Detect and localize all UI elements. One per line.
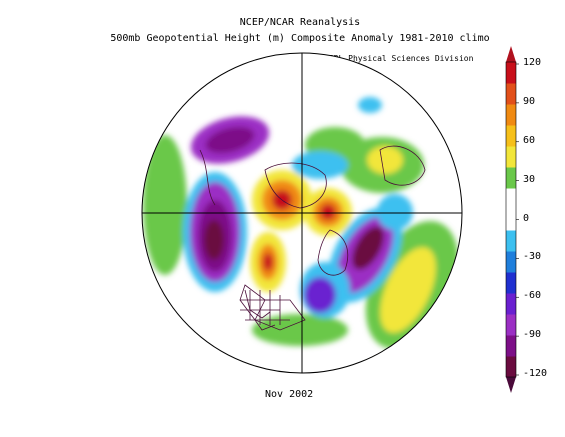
colorbar-tick-label: -90 xyxy=(523,329,542,341)
colorbar-swatch xyxy=(506,62,516,84)
colorbar-swatch xyxy=(506,167,516,189)
colorbar-tick-label: 30 xyxy=(523,173,536,185)
colorbar-tick-label: -120 xyxy=(523,368,548,379)
map-subtitle: 500mb Geopotential Height (m) Composite … xyxy=(110,33,490,44)
colorbar-swatch xyxy=(506,251,516,273)
colorbar-tick-label: 0 xyxy=(523,212,530,224)
colorbar-swatch xyxy=(506,335,516,357)
colorbar-tick-label: 60 xyxy=(523,134,536,146)
map-title: NCEP/NCAR Reanalysis xyxy=(239,17,361,28)
colorbar-tick-label: 120 xyxy=(523,57,542,68)
colorbar-swatch xyxy=(506,83,516,105)
colorbar-swatch xyxy=(506,272,516,294)
colorbar-top-arrow xyxy=(506,46,516,62)
colorbar-swatch xyxy=(506,146,516,168)
credit-text: NOAA/ESRL Physical Sciences Division xyxy=(300,54,474,63)
colorbar-tick-label: -30 xyxy=(523,251,542,263)
colorbar-tick-label: -60 xyxy=(523,290,542,302)
colorbar-bottom-arrow xyxy=(506,377,516,393)
colorbar-swatch xyxy=(506,209,516,231)
coastlines xyxy=(199,145,426,331)
colorbar-swatch xyxy=(506,125,516,147)
colorbar-tick-label: 90 xyxy=(523,95,536,107)
colorbar-swatch xyxy=(506,293,516,315)
colorbar-swatch xyxy=(506,230,516,252)
colorbar-swatch xyxy=(506,314,516,336)
colorbar-swatch xyxy=(506,104,516,126)
date-label: Nov 2002 xyxy=(265,389,314,400)
colorbar-swatch xyxy=(506,188,516,210)
colorbar-swatch xyxy=(506,356,516,378)
